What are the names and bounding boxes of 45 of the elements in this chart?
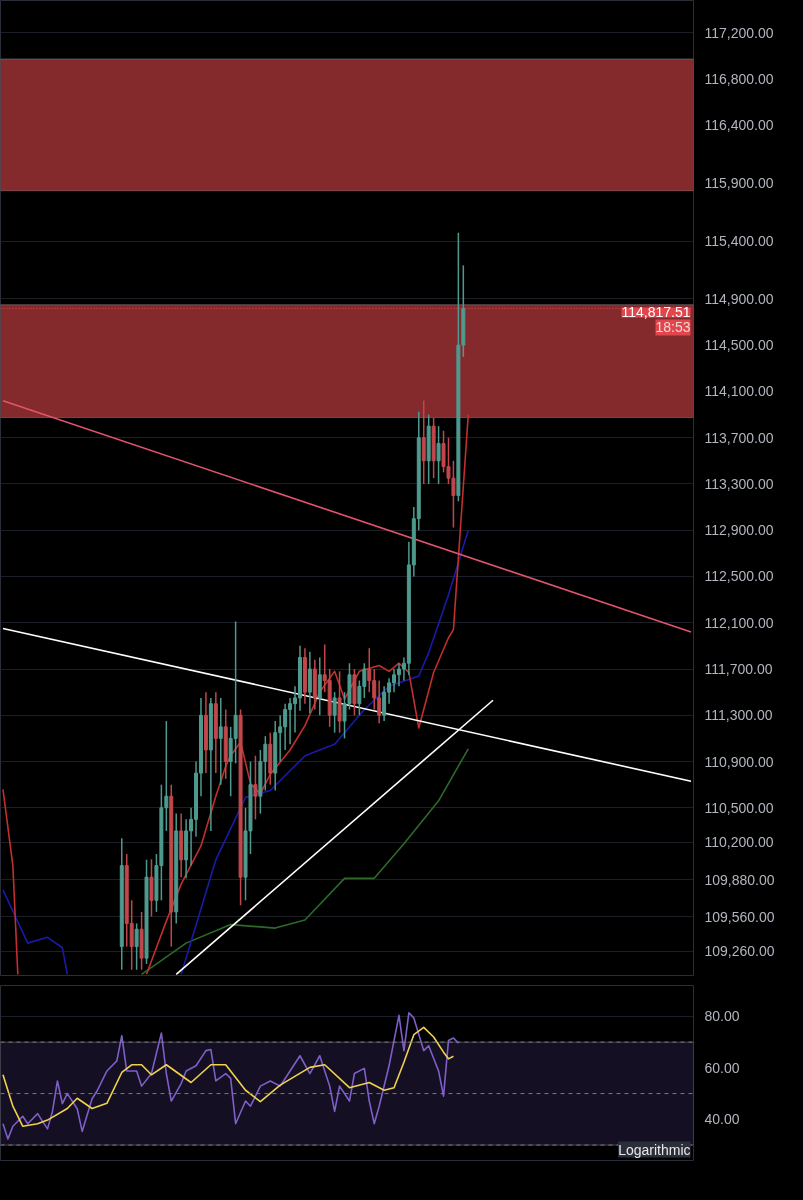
- annotation: 18:53: [655, 319, 691, 336]
- y-tick-label: 114,900.00: [704, 290, 774, 307]
- line-series: [145, 413, 470, 976]
- y-tick-label: 111,700.00: [704, 661, 773, 678]
- candlestick: [233, 620, 238, 765]
- candlestick: [253, 755, 258, 821]
- candlestick: [134, 922, 139, 971]
- line-series: [140, 748, 470, 976]
- candlestick: [307, 650, 312, 714]
- y-tick-label: 116,800.00: [704, 71, 774, 88]
- line-series: [2, 889, 69, 976]
- y-tick-label: 114,500.00: [704, 337, 774, 354]
- y-tick-label: 113,300.00: [704, 475, 774, 492]
- y-tick-label: 114,100.00: [704, 383, 774, 400]
- y-tick-label: 109,560.00: [704, 908, 775, 925]
- y-tick-label: 110,900.00: [704, 753, 774, 770]
- y-tick-label: 110,200.00: [704, 834, 774, 851]
- line-series: [2, 1026, 455, 1128]
- y-tick-label: 40.00: [704, 1111, 740, 1128]
- line-series: [180, 529, 470, 976]
- candlestick: [218, 697, 223, 786]
- y-tick-label: 110,500.00: [704, 799, 774, 816]
- candlestick: [317, 656, 322, 717]
- y-tick-label: 60.00: [704, 1059, 740, 1076]
- y-tick-label: 112,100.00: [704, 614, 774, 631]
- candlestick: [436, 425, 441, 485]
- candlestick: [149, 858, 154, 918]
- candlestick: [421, 399, 426, 485]
- y-tick-label: 109,260.00: [704, 943, 775, 960]
- y-tick-label: 113,700.00: [704, 429, 774, 446]
- annotation: Logarithmic: [618, 1141, 691, 1158]
- y-tick-label: 116,400.00: [704, 117, 774, 134]
- candlestick: [337, 670, 342, 734]
- candlestick: [332, 691, 337, 734]
- line-series: [2, 1011, 460, 1140]
- candlestick: [382, 685, 387, 722]
- y-tick-label: 112,900.00: [704, 522, 774, 539]
- y-tick-label: 115,400.00: [704, 233, 774, 250]
- y-tick-label: 80.00: [704, 1008, 740, 1025]
- y-tick-label: 112,500.00: [704, 568, 774, 585]
- y-tick-label: 111,300.00: [704, 707, 773, 724]
- ref-line-label: 114,817.51: [621, 304, 691, 321]
- y-tick-label: 109,880.00: [704, 871, 775, 888]
- y-tick-label: 115,900.00: [704, 175, 774, 192]
- y-tick-label: 117,200.00: [704, 24, 774, 41]
